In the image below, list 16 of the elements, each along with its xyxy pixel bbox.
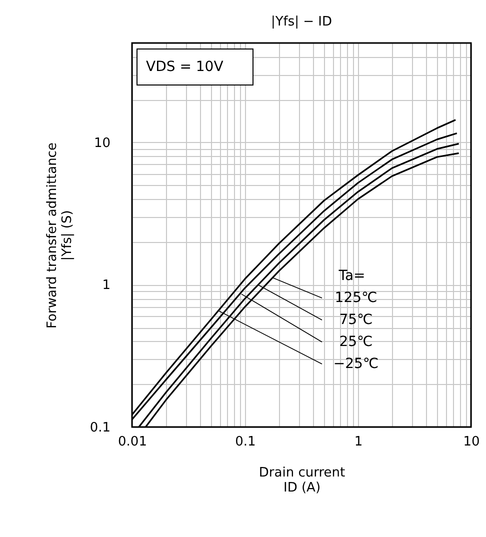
annotation: −25℃ xyxy=(333,356,379,372)
annotation: 25℃ xyxy=(339,334,373,350)
annotation: 75℃ xyxy=(339,312,373,328)
annotation: VDS = 10V xyxy=(146,59,224,75)
y-tick-label: 10 xyxy=(94,136,110,151)
y-tick-label: 1 xyxy=(102,278,110,294)
y-axis-title: Forward transfer admittance |Yfs| (S) xyxy=(44,142,75,328)
x-tick-label: 0.01 xyxy=(118,434,147,450)
x-tick-label: 1 xyxy=(354,434,363,450)
annotation: 125℃ xyxy=(334,290,378,306)
x-tick-label: 10 xyxy=(463,434,480,450)
chart-title: |Yfs| − ID xyxy=(270,14,332,30)
y-tick-label: 0.1 xyxy=(90,420,110,436)
x-axis-title: Drain current ID (A) xyxy=(258,466,346,496)
x-tick-label: 0.1 xyxy=(235,434,256,450)
legend-title: Ta= xyxy=(338,268,366,284)
